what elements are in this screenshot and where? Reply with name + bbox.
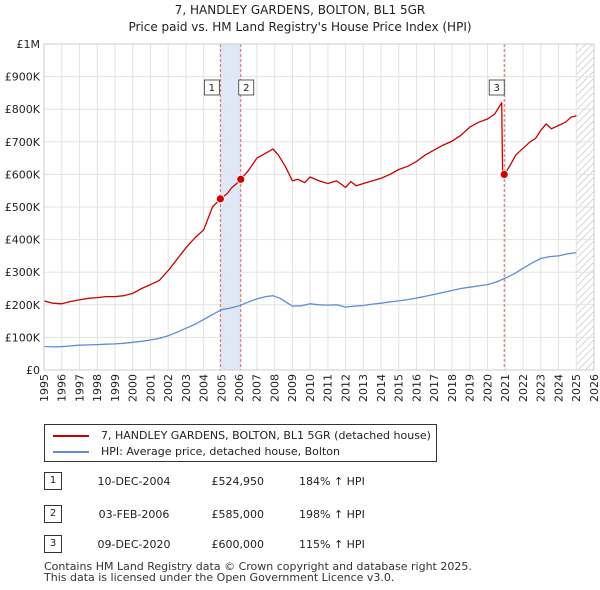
y-tick-label: £600K (5, 168, 41, 181)
plot-border (43, 43, 595, 371)
legend-property-swatch (53, 435, 89, 437)
x-tick-label: 1997 (73, 374, 86, 402)
transaction-hpi: 184% ↑ HPI (299, 475, 365, 488)
transaction-number: 1 (44, 472, 62, 490)
x-tick-label: 2013 (357, 374, 370, 402)
x-tick-label: 2002 (162, 374, 175, 402)
sale-label-text: 2 (243, 83, 249, 94)
x-tick-label: 2007 (251, 374, 264, 402)
y-tick-label: £700K (5, 136, 41, 149)
x-tick-label: 2012 (339, 374, 352, 402)
transaction-number: 3 (44, 535, 62, 553)
x-tick-label: 2009 (286, 374, 299, 402)
y-axis: £0 £100K £200K £300K £400K £500K £600K £700K £80… (5, 38, 41, 377)
sale-label: 1 (203, 79, 220, 96)
sale-point (499, 169, 509, 179)
sale-label: 2 (238, 79, 255, 96)
y-tick-label: £800K (5, 103, 41, 116)
y-tick-label: £400K (5, 234, 41, 247)
transaction-date: 03-FEB-2006 (98, 508, 170, 521)
sale-label-text: 3 (494, 83, 500, 94)
x-tick-label: 2017 (428, 374, 441, 402)
y-tick-label: £100K (5, 331, 41, 344)
sale-markers-lines (219, 44, 505, 370)
legend-hpi-label: HPI: Average price, detached house, Bolt… (101, 445, 340, 458)
x-tick-label: 2019 (464, 374, 477, 402)
x-tick-label: 1995 (38, 374, 51, 402)
y-tick-label: £500K (5, 201, 41, 214)
x-tick-label: 2026 (588, 374, 600, 402)
x-tick-label: 2024 (552, 374, 565, 402)
x-tick-label: 2014 (375, 374, 388, 402)
sale-point (215, 194, 225, 204)
sale-label: 3 (488, 79, 505, 96)
x-tick-label: 2004 (198, 374, 211, 402)
transaction-price: £524,950 (211, 475, 265, 488)
x-axis: 1995 1996 1997 1998 1999 2000 2001 2002 2003 2004… (38, 374, 600, 402)
x-tick-label: 2025 (570, 374, 583, 402)
x-tick-label: 1998 (91, 374, 104, 402)
x-tick-label: 1996 (56, 374, 69, 402)
transaction-hpi: 198% ↑ HPI (299, 508, 365, 521)
transaction-number: 2 (44, 505, 62, 523)
transaction-price: £600,000 (211, 538, 265, 551)
x-tick-label: 2020 (481, 374, 494, 402)
x-tick-label: 2010 (304, 374, 317, 402)
sale-label-box (488, 79, 505, 96)
y-tick-label: £200K (5, 299, 41, 312)
hpi-line (44, 251, 577, 348)
x-tick-label: 2001 (144, 374, 157, 402)
x-tick-label: 2003 (180, 374, 193, 402)
x-tick-label: 2005 (215, 374, 228, 402)
chart-subtitle: Price paid vs. HM Land Registry's House … (128, 20, 471, 34)
sale-label-box (238, 79, 255, 96)
chart-title: 7, HANDLEY GARDENS, BOLTON, BL1 5GR (175, 3, 426, 17)
legend: 7, HANDLEY GARDENS, BOLTON, BL1 5GR (det… (44, 424, 437, 462)
y-tick-label: £300K (5, 266, 41, 279)
x-tick-label: 2018 (446, 374, 459, 402)
x-tick-label: 1999 (109, 374, 122, 402)
y-tick-label: £0 (26, 364, 40, 377)
transaction-date: 10-DEC-2004 (97, 475, 171, 488)
transaction-price: £585,000 (211, 508, 265, 521)
x-tick-label: 2022 (517, 374, 530, 402)
footer-copyright: Contains HM Land Registry data © Crown c… (44, 560, 472, 573)
sale-points (215, 169, 509, 204)
transaction-date: 09-DEC-2020 (97, 538, 171, 551)
x-tick-label: 2008 (268, 374, 281, 402)
x-tick-label: 2000 (127, 374, 140, 402)
x-tick-label: 2016 (410, 374, 423, 402)
y-tick-label: £900K (5, 71, 41, 84)
sale-label-text: 1 (209, 83, 215, 94)
legend-hpi-swatch (53, 451, 89, 453)
x-tick-label: 2006 (233, 374, 246, 402)
x-tick-label: 2011 (322, 374, 335, 402)
footer-notice: Contains HM Land Registry data © Crown c… (44, 561, 472, 583)
x-tick-label: 2023 (535, 374, 548, 402)
x-tick-label: 2015 (393, 374, 406, 402)
x-tick-label: 2021 (499, 374, 512, 402)
sale-point (236, 174, 246, 184)
price-chart: 7, HANDLEY GARDENS, BOLTON, BL1 5GR Pric… (5, 3, 600, 402)
legend-property-label: 7, HANDLEY GARDENS, BOLTON, BL1 5GR (det… (101, 429, 431, 442)
transaction-hpi: 115% ↑ HPI (299, 538, 365, 551)
sale-labels: 1 2 3 (203, 79, 505, 96)
footer-licence: This data is licensed under the Open Gov… (44, 571, 395, 584)
sale-label-box (203, 79, 220, 96)
y-tick-label: £1M (17, 38, 41, 51)
